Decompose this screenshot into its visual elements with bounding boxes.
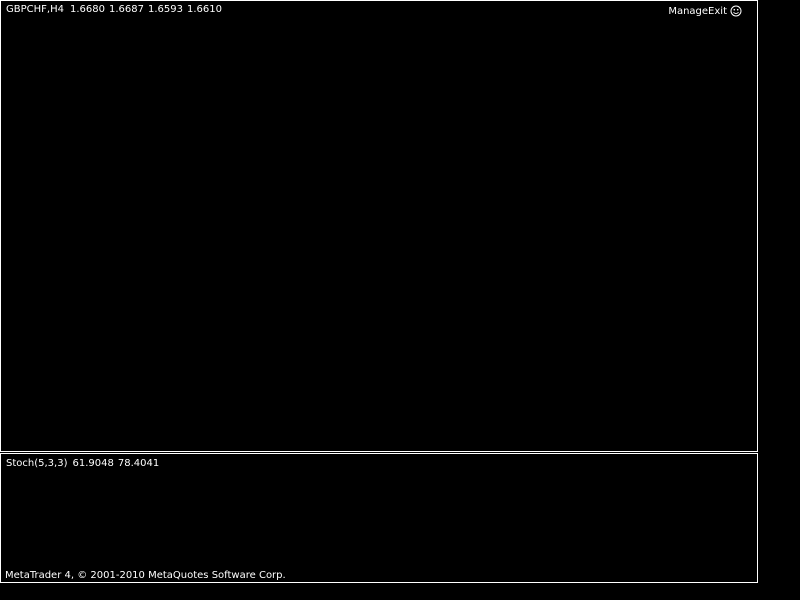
copyright: MetaTrader 4, © 2001-2010 MetaQuotes Sof… [5, 570, 286, 581]
quote-low: 1.6593 [148, 4, 183, 15]
quote-close: 1.6610 [187, 4, 222, 15]
smiley-icon [730, 5, 742, 17]
stoch-header: Stoch(5,3,3) 61.9048 78.4041 [6, 458, 159, 469]
symbol: GBPCHF,H4 [6, 4, 64, 15]
stoch-signal-last: 78.4041 [118, 458, 159, 469]
manage-exit-button[interactable]: ManageExit [668, 6, 727, 17]
stoch-title: Stoch(5,3,3) [6, 458, 68, 469]
quote-open: 1.6680 [70, 4, 105, 15]
quote-high: 1.6687 [109, 4, 144, 15]
stoch-main-last: 61.9048 [72, 458, 113, 469]
chart-header: GBPCHF,H4 1.6680 1.6687 1.6593 1.6610 [6, 4, 222, 15]
main-frame [0, 0, 758, 452]
stoch-frame [0, 453, 758, 583]
